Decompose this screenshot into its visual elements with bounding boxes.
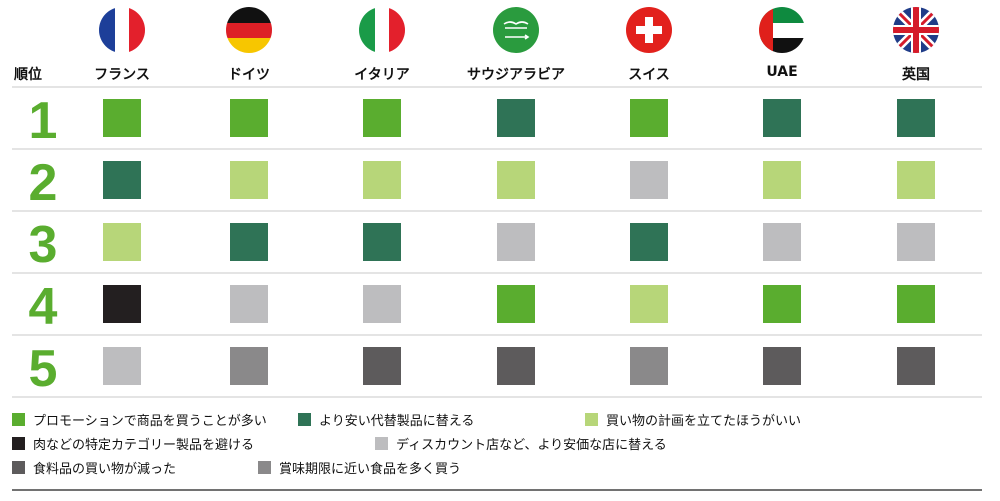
country-label-italy: イタリア	[354, 67, 410, 83]
rank-number-4: 4	[28, 278, 58, 336]
legend-label-discount: ディスカウント店など、より安価な店に替える	[396, 438, 667, 453]
saudi-arabia-flag-icon	[493, 7, 539, 53]
country-label-switzerland: スイス	[628, 67, 670, 83]
legend-item-plan: 買い物の計画を立てたほうがいい	[585, 410, 801, 429]
cell-rank5-col6-less_food	[763, 347, 801, 385]
rank-number-1: 1	[28, 92, 58, 150]
cell-rank4-col2-discount	[230, 285, 268, 323]
legend-swatch-plan	[585, 413, 598, 426]
cell-rank3-col3-cheaper	[363, 223, 401, 261]
legend-item-less-food: 食料品の買い物が減った	[12, 458, 176, 477]
cell-rank4-col1-avoid_meat	[103, 285, 141, 323]
cell-rank3-col7-discount	[897, 223, 935, 261]
legend-swatch-avoid-meat	[12, 437, 25, 450]
cell-rank1-col1-promo	[103, 99, 141, 137]
cell-rank5-col4-less_food	[497, 347, 535, 385]
cell-rank2-col6-plan	[763, 161, 801, 199]
rank-header: 順位	[14, 67, 42, 83]
italy-flag-icon	[359, 7, 405, 53]
cell-rank3-col4-discount	[497, 223, 535, 261]
legend-label-plan: 買い物の計画を立てたほうがいい	[606, 414, 802, 429]
legend-item-promo: プロモーションで商品を買うことが多い	[12, 410, 267, 429]
cell-rank4-col4-promo	[497, 285, 535, 323]
cell-rank5-col7-less_food	[897, 347, 935, 385]
rank-number-2: 2	[28, 154, 58, 212]
cell-rank1-col2-promo	[230, 99, 268, 137]
rank-number-3: 3	[28, 216, 58, 274]
cell-rank4-col5-plan	[630, 285, 668, 323]
cell-rank2-col7-plan	[897, 161, 935, 199]
legend-swatch-discount	[375, 437, 388, 450]
cell-rank5-col2-expiry	[230, 347, 268, 385]
switzerland-flag-icon	[626, 7, 672, 53]
legend-swatch-promo	[12, 413, 25, 426]
cell-rank4-col3-discount	[363, 285, 401, 323]
cell-rank2-col1-cheaper	[103, 161, 141, 199]
cell-rank4-col6-promo	[763, 285, 801, 323]
cell-rank1-col4-cheaper	[497, 99, 535, 137]
legend-label-promo: プロモーションで商品を買うことが多い	[33, 414, 267, 429]
legend-label-cheaper: より安い代替製品に替える	[319, 414, 475, 429]
legend-item-discount: ディスカウント店など、より安価な店に替える	[375, 434, 667, 453]
legend-swatch-less-food	[12, 461, 25, 474]
cell-rank1-col7-cheaper	[897, 99, 935, 137]
uk-flag-icon	[893, 7, 939, 53]
cell-rank3-col1-plan	[103, 223, 141, 261]
cell-rank4-col7-promo	[897, 285, 935, 323]
cell-rank2-col2-plan	[230, 161, 268, 199]
cell-rank3-col6-discount	[763, 223, 801, 261]
country-label-france: フランス	[94, 67, 150, 83]
rank-number-5: 5	[28, 340, 58, 398]
country-label-uk: 英国	[902, 67, 930, 83]
legend-item-cheaper: より安い代替製品に替える	[298, 410, 474, 429]
legend-item-avoid-meat: 肉などの特定カテゴリー製品を避ける	[12, 434, 254, 453]
legend-label-avoid-meat: 肉などの特定カテゴリー製品を避ける	[33, 438, 255, 453]
cell-rank2-col5-discount	[630, 161, 668, 199]
country-label-germany: ドイツ	[228, 67, 270, 83]
cell-rank3-col2-cheaper	[230, 223, 268, 261]
uae-flag-icon	[759, 7, 805, 53]
cell-rank5-col3-less_food	[363, 347, 401, 385]
cell-rank5-col5-expiry	[630, 347, 668, 385]
legend-label-less-food: 食料品の買い物が減った	[33, 462, 177, 477]
cell-rank1-col5-promo	[630, 99, 668, 137]
legend-label-expiry: 賞味期限に近い食品を多く買う	[279, 462, 462, 477]
germany-flag-icon	[226, 7, 272, 53]
france-flag-icon	[99, 7, 145, 53]
legend-swatch-cheaper	[298, 413, 311, 426]
cell-rank5-col1-discount	[103, 347, 141, 385]
cell-rank2-col4-plan	[497, 161, 535, 199]
cell-rank1-col3-promo	[363, 99, 401, 137]
country-label-saudi-arabia: サウジアラビア	[467, 67, 565, 83]
cell-rank2-col3-plan	[363, 161, 401, 199]
country-label-uae: UAE	[766, 64, 798, 80]
cell-rank3-col5-cheaper	[630, 223, 668, 261]
legend-item-expiry: 賞味期限に近い食品を多く買う	[258, 458, 461, 477]
legend-swatch-expiry	[258, 461, 271, 474]
cell-rank1-col6-cheaper	[763, 99, 801, 137]
